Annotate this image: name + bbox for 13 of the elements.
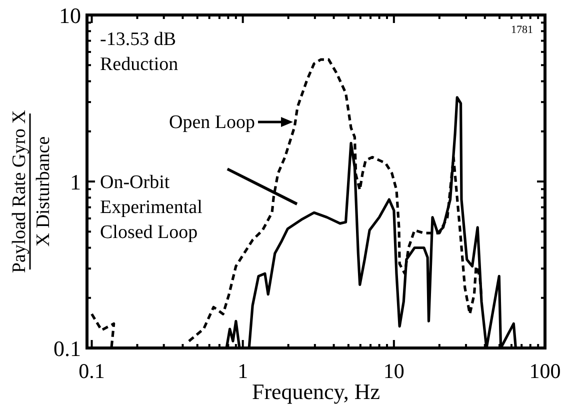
x-tick-label: 100 <box>529 359 561 383</box>
annotation: 1781 <box>511 24 533 36</box>
y-tick-label: 0.1 <box>54 336 81 361</box>
y-tick-label: 1 <box>70 170 81 194</box>
x-tick-label: 1 <box>238 359 248 383</box>
x-tick-label: 0.1 <box>78 359 105 383</box>
x-tick-label: 10 <box>383 359 404 383</box>
annotation: -13.53 dB Reduction <box>100 29 179 75</box>
y-axis-title: Payload Rate Gyro X X Disturbance <box>9 110 54 274</box>
x-axis-title: Frequency, Hz <box>252 379 380 404</box>
legend-label: Open Loop <box>168 112 255 133</box>
legend-label: On-Orbit Experimental Closed Loop <box>100 172 202 243</box>
y-tick-label: 10 <box>59 3 81 28</box>
